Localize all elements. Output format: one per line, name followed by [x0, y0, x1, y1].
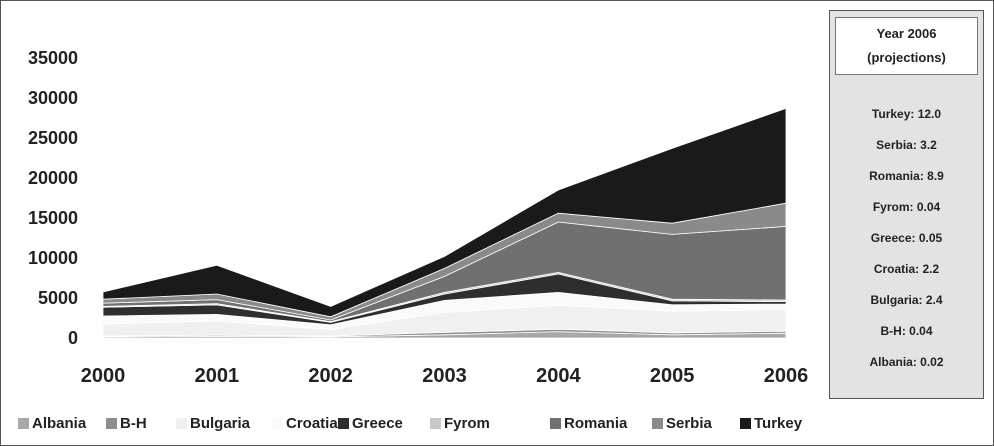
y-tick-label: 15000 — [28, 208, 78, 228]
legend-label: Croatia — [286, 414, 338, 432]
y-tick-label: 20000 — [28, 168, 78, 188]
legend-item-bulgaria: Bulgaria — [176, 413, 250, 433]
legend-item-turkey: Turkey — [740, 413, 802, 433]
x-tick-label: 2006 — [764, 365, 809, 387]
stacked-areas — [102, 107, 787, 339]
legend-label: Fyrom — [444, 414, 490, 432]
projection-serbia: Serbia: 3.2 — [876, 138, 937, 152]
projections-subtitle: (projections) — [867, 50, 946, 65]
legend-swatch — [550, 417, 561, 429]
legend-swatch — [740, 417, 751, 429]
y-tick-label: 35000 — [28, 48, 78, 68]
y-axis: 35000 30000 25000 20000 15000 10000 5000 0 — [28, 48, 78, 348]
legend-item-romania: Romania — [550, 413, 627, 433]
y-tick-label: 25000 — [28, 128, 78, 148]
legend-swatch — [652, 417, 663, 429]
y-tick-label: 0 — [68, 328, 78, 348]
projection-turkey: Turkey: 12.0 — [871, 107, 942, 121]
x-axis: 2000 2001 2002 2003 2004 2005 2006 — [81, 365, 809, 387]
legend-swatch — [106, 417, 117, 429]
projection-greece: Greece: 0.05 — [870, 231, 943, 245]
projection-romania: Romania: 8.9 — [869, 169, 944, 183]
legend-label: Romania — [564, 414, 628, 432]
projections-title-box: Year 2006 (projections) — [835, 17, 978, 75]
y-tick-label: 30000 — [28, 88, 78, 108]
x-tick-label: 2005 — [650, 365, 695, 387]
area-turkey — [102, 107, 787, 318]
legend-swatch — [176, 417, 187, 429]
legend-swatch — [18, 417, 29, 429]
legend-swatch — [430, 417, 441, 429]
x-tick-label: 2000 — [81, 365, 126, 387]
legend-label: Albania — [32, 414, 87, 432]
projections-panel: Year 2006 (projections) Turkey: 12.0 Ser… — [829, 10, 984, 399]
y-tick-label: 5000 — [38, 288, 78, 308]
legend-swatch — [272, 417, 283, 429]
y-tick-label: 10000 — [28, 248, 78, 268]
projection-bh: B-H: 0.04 — [880, 324, 933, 338]
projections-title: Year 2006 — [876, 26, 937, 41]
legend-item-albania: Albania — [18, 413, 86, 433]
x-tick-label: 2003 — [422, 365, 467, 387]
x-tick-label: 2001 — [195, 365, 240, 387]
projection-fyrom: Fyrom: 0.04 — [872, 200, 941, 214]
legend-label: B-H — [120, 414, 147, 432]
legend-swatch — [338, 417, 349, 429]
chart-legend: Albania B-H Bulgaria Croatia Greece Fyrom Roma… — [14, 413, 974, 433]
legend-label: Greece — [352, 414, 403, 432]
projection-bulgaria: Bulgaria: 2.4 — [870, 293, 943, 307]
legend-item-fyrom: Fyrom — [430, 413, 490, 433]
x-tick-label: 2004 — [536, 365, 581, 387]
projection-albania: Albania: 0.02 — [869, 355, 944, 369]
legend-label: Bulgaria — [190, 414, 251, 432]
legend-label: Serbia — [666, 414, 712, 432]
legend-item-b-h: B-H — [106, 413, 147, 433]
legend-item-croatia: Croatia — [272, 413, 338, 433]
legend-label: Turkey — [754, 414, 803, 432]
legend-item-greece: Greece — [338, 413, 403, 433]
legend-item-serbia: Serbia — [652, 413, 712, 433]
x-tick-label: 2002 — [308, 365, 353, 387]
projection-croatia: Croatia: 2.2 — [873, 262, 940, 276]
